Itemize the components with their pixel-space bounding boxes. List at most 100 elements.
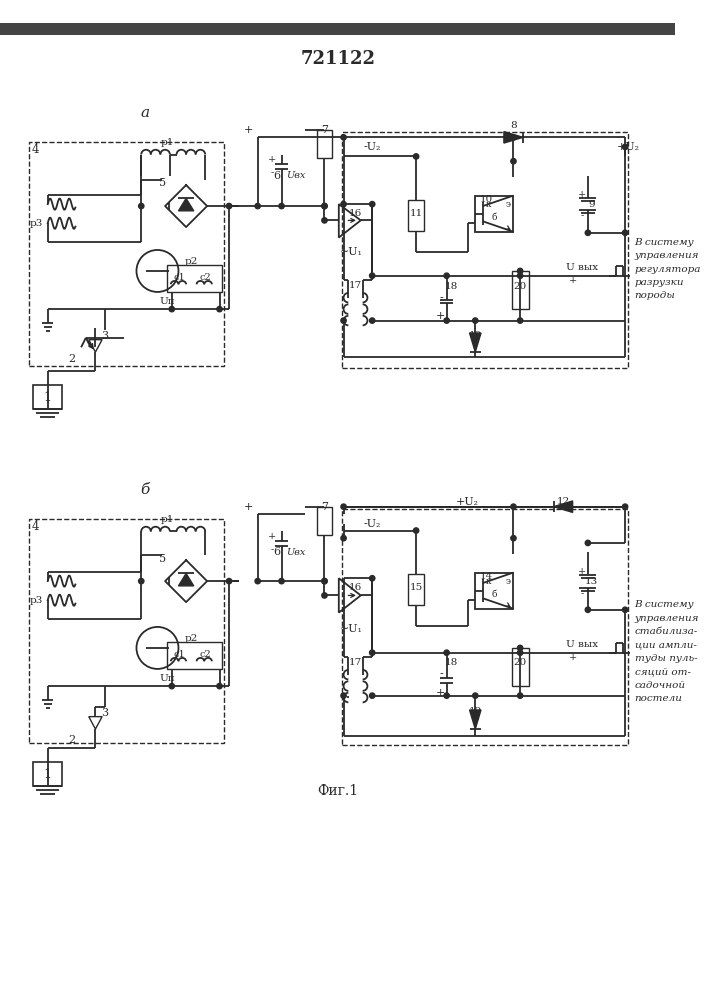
- Text: 7: 7: [321, 125, 328, 135]
- Text: -U₂: -U₂: [363, 142, 381, 152]
- Circle shape: [510, 536, 516, 541]
- Text: 3: 3: [101, 331, 109, 341]
- Text: управления: управления: [635, 614, 699, 623]
- Circle shape: [255, 578, 260, 584]
- Text: Uвх: Uвх: [286, 171, 305, 180]
- Text: р1: р1: [160, 138, 174, 147]
- Text: 6: 6: [273, 547, 281, 557]
- Circle shape: [341, 693, 346, 698]
- Text: +: +: [268, 155, 276, 164]
- Circle shape: [370, 693, 375, 698]
- Text: 2: 2: [68, 735, 75, 745]
- Text: с1: с1: [173, 650, 185, 659]
- Text: -: -: [270, 545, 274, 554]
- Text: 12: 12: [556, 497, 570, 506]
- Text: +U₂: +U₂: [617, 142, 639, 152]
- Text: 17: 17: [349, 658, 362, 667]
- Circle shape: [322, 203, 327, 209]
- Bar: [167, 642, 223, 669]
- Circle shape: [414, 154, 419, 159]
- Text: р3: р3: [30, 219, 43, 228]
- Bar: [475, 573, 513, 609]
- Circle shape: [370, 318, 375, 323]
- Text: породы: породы: [635, 291, 675, 300]
- Bar: [341, 509, 628, 745]
- Text: -U₂: -U₂: [363, 519, 381, 529]
- Text: 4: 4: [32, 520, 39, 533]
- Circle shape: [472, 693, 478, 698]
- Text: 16: 16: [349, 209, 362, 218]
- Bar: [512, 648, 529, 686]
- Text: 5: 5: [158, 178, 166, 188]
- Text: 13: 13: [585, 577, 598, 586]
- Circle shape: [217, 683, 222, 689]
- Circle shape: [322, 578, 327, 584]
- Circle shape: [585, 230, 590, 235]
- Circle shape: [585, 540, 590, 546]
- Text: +: +: [268, 532, 276, 541]
- FancyArrowPatch shape: [88, 340, 93, 348]
- Text: 10: 10: [480, 195, 493, 204]
- Bar: [409, 574, 423, 605]
- Circle shape: [255, 203, 260, 209]
- Circle shape: [279, 578, 284, 584]
- Text: садочной: садочной: [635, 681, 686, 690]
- Circle shape: [518, 273, 522, 278]
- Text: +: +: [578, 567, 586, 576]
- Text: ~U₁: ~U₁: [340, 247, 363, 257]
- Text: +: +: [243, 125, 253, 135]
- Text: э: э: [506, 577, 510, 586]
- Text: U вых: U вых: [566, 263, 598, 272]
- Text: разрузки: разрузки: [635, 278, 684, 287]
- Circle shape: [622, 230, 628, 235]
- Text: 14: 14: [480, 572, 493, 581]
- Bar: [28, 142, 224, 366]
- Text: с1: с1: [173, 273, 185, 282]
- Circle shape: [341, 201, 346, 207]
- Circle shape: [341, 318, 346, 323]
- Text: +: +: [568, 276, 577, 285]
- Text: сяций от-: сяций от-: [635, 667, 691, 676]
- Circle shape: [139, 578, 144, 584]
- Text: туды пуль-: туды пуль-: [635, 654, 697, 663]
- Text: 6: 6: [273, 171, 281, 181]
- Text: U вых: U вых: [566, 640, 598, 649]
- Text: 18: 18: [445, 658, 458, 667]
- Text: 4: 4: [32, 143, 39, 156]
- Circle shape: [217, 306, 222, 312]
- Text: В систему: В систему: [635, 238, 694, 247]
- Text: 11: 11: [409, 209, 423, 218]
- Text: Uп: Uп: [159, 297, 175, 306]
- Text: ции ампли-: ции ампли-: [635, 641, 696, 650]
- Text: 15: 15: [409, 583, 423, 592]
- Text: Фиг.1: Фиг.1: [317, 784, 358, 798]
- Text: 1: 1: [44, 391, 52, 404]
- Text: 19: 19: [469, 331, 482, 340]
- Text: 2: 2: [68, 354, 75, 364]
- Circle shape: [279, 203, 284, 209]
- Text: -: -: [439, 669, 443, 679]
- Text: -: -: [270, 168, 274, 177]
- Text: э: э: [506, 200, 510, 209]
- Bar: [0, 23, 674, 35]
- Bar: [341, 132, 628, 368]
- Text: б: б: [491, 590, 497, 599]
- Text: регулятора: регулятора: [635, 265, 701, 274]
- Circle shape: [518, 645, 522, 651]
- Text: р2: р2: [185, 257, 197, 266]
- Circle shape: [518, 268, 522, 274]
- Circle shape: [444, 273, 450, 278]
- Text: 1: 1: [44, 768, 52, 781]
- Bar: [33, 385, 62, 409]
- Circle shape: [322, 218, 327, 223]
- Polygon shape: [469, 333, 481, 352]
- Text: б: б: [491, 213, 497, 222]
- Circle shape: [622, 144, 628, 150]
- Circle shape: [370, 576, 375, 581]
- Polygon shape: [554, 501, 573, 512]
- Text: 721122: 721122: [300, 50, 375, 68]
- Circle shape: [322, 578, 327, 584]
- Text: -: -: [580, 589, 584, 598]
- Text: постели: постели: [635, 694, 682, 703]
- Circle shape: [622, 504, 628, 509]
